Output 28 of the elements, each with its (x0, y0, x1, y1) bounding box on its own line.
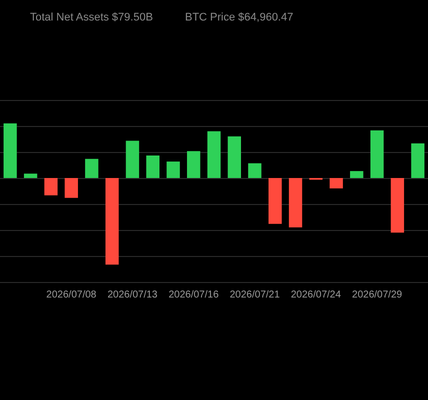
x-tick-label: 2026/07/21 (230, 290, 280, 300)
text: BTC Price $64,960.47 (185, 12, 294, 24)
bar (24, 174, 38, 178)
bar (228, 136, 242, 178)
bar (330, 178, 343, 188)
x-tick-label: 2026/07/08 (46, 290, 97, 300)
bar (166, 162, 180, 178)
bar (146, 155, 160, 178)
x-tick-label: 2026/07/13 (107, 290, 158, 300)
x-tick-label: 2026/07/16 (168, 290, 220, 300)
x-tick-label: 2026/07/29 (352, 290, 403, 300)
bar (268, 178, 282, 224)
bar (186, 151, 200, 178)
bar (4, 123, 17, 178)
x-tick-label: 2026/07/24 (290, 290, 342, 300)
bar (248, 163, 262, 178)
bar (207, 131, 221, 178)
bar (126, 140, 140, 178)
bar (350, 171, 364, 178)
bar (44, 178, 58, 196)
bar (288, 178, 302, 228)
text: Total Net Assets $79.50B (30, 12, 153, 24)
bar (370, 130, 384, 178)
bar (390, 178, 404, 233)
bar (411, 143, 424, 178)
bar (85, 158, 98, 178)
bar (64, 178, 78, 198)
bar (105, 178, 119, 265)
